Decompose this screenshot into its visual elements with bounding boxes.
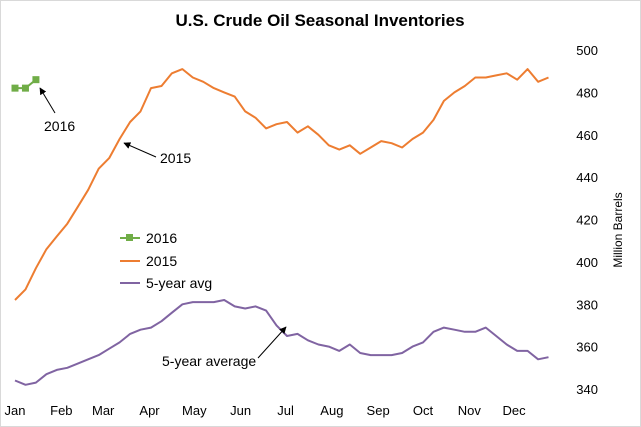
chart-title: U.S. Crude Oil Seasonal Inventories [175, 11, 464, 30]
annotation-2016: 2016 [39, 87, 75, 134]
y-tick-label: 360 [576, 340, 598, 355]
y-tick-label: 380 [576, 297, 598, 312]
series-line-2015 [14, 68, 549, 301]
annotation-2016-label: 2016 [44, 118, 75, 134]
x-tick-label: Dec [503, 403, 527, 418]
y-tick-label: 440 [576, 170, 598, 185]
y-tick-label: 480 [576, 85, 598, 100]
x-tick-label: Jan [5, 403, 26, 418]
y-tick-label: 500 [576, 43, 598, 58]
x-tick-label: Jul [277, 403, 294, 418]
y-tick-label: 400 [576, 255, 598, 270]
x-axis-ticks: Jan Feb Mar Apr May Jun Jul Aug Sep Oct Nov Dec [5, 403, 527, 418]
series-point-2016 [11, 84, 19, 92]
legend: 2016 2015 5-year avg [120, 230, 212, 291]
annotation-5yr: 5-year average [162, 326, 287, 369]
series-point-2016 [21, 84, 29, 92]
x-tick-label: May [182, 403, 207, 418]
annotations: 2016 2015 5-year average [39, 87, 287, 369]
x-tick-label: Aug [320, 403, 343, 418]
x-tick-label: Jun [230, 403, 251, 418]
annotation-2016-arrow [39, 87, 56, 114]
y-tick-label: 420 [576, 213, 598, 228]
x-tick-label: Sep [367, 403, 390, 418]
annotation-2015: 2015 [123, 142, 191, 166]
y-tick-label: 340 [576, 382, 598, 397]
series-point-2016 [32, 76, 40, 84]
legend-label-5yr: 5-year avg [146, 275, 212, 291]
x-tick-label: Mar [92, 403, 115, 418]
annotation-2015-label: 2015 [160, 150, 191, 166]
legend-label-2016: 2016 [146, 230, 177, 246]
x-tick-label: Oct [413, 403, 434, 418]
legend-entry-2015: 2015 [120, 253, 177, 269]
series-2016 [11, 76, 40, 92]
annotation-5yr-label: 5-year average [162, 353, 256, 369]
legend-entry-5yr: 5-year avg [120, 275, 212, 291]
y-tick-label: 460 [576, 128, 598, 143]
legend-entry-2016: 2016 [120, 230, 177, 246]
annotation-2015-arrow [123, 142, 157, 158]
series-2015 [14, 68, 549, 301]
x-tick-label: Nov [458, 403, 482, 418]
x-tick-label: Apr [139, 403, 160, 418]
y-axis-ticks: 340 360 380 400 420 440 460 480 500 [576, 43, 598, 397]
legend-label-2015: 2015 [146, 253, 177, 269]
x-tick-label: Feb [50, 403, 72, 418]
y-axis-label: Million Barrels [611, 192, 625, 267]
annotation-5yr-arrow [257, 326, 287, 359]
